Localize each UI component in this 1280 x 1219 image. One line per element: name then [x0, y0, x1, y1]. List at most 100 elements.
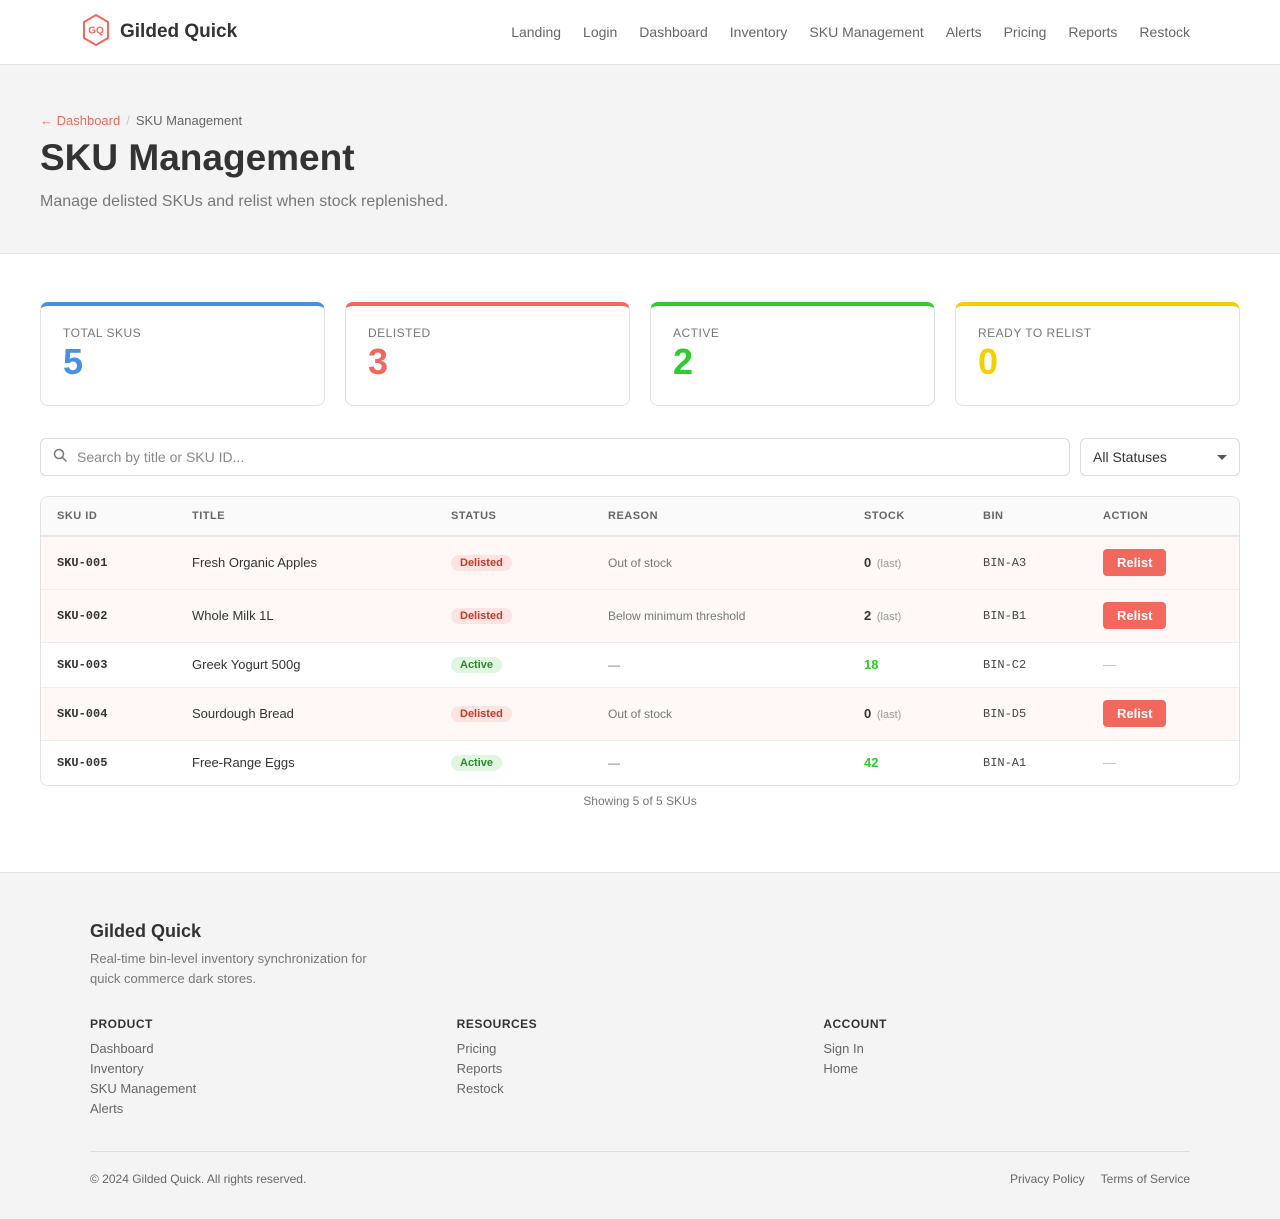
nav-alerts[interactable]: Alerts	[945, 24, 982, 40]
breadcrumb-back-link[interactable]: ← Dashboard	[40, 113, 121, 128]
nav-sku-management[interactable]: SKU Management	[809, 24, 924, 40]
sku-bin: BIN-B1	[967, 589, 1087, 643]
page-subtitle: Manage delisted SKUs and relist when sto…	[40, 193, 449, 210]
stat-label: ACTIVE	[673, 326, 720, 340]
footer-link-inventory[interactable]: Inventory	[90, 1061, 144, 1076]
col-sku-id: SKU ID	[41, 497, 176, 537]
footer-columns: PRODUCT Dashboard Inventory SKU Manageme…	[90, 1017, 1190, 1121]
stat-label: DELISTED	[368, 326, 431, 340]
top-navbar: GQ Gilded Quick Landing Login Dashboard …	[0, 0, 1280, 65]
sku-title: Sourdough Bread	[176, 687, 435, 741]
sku-id: SKU-003	[41, 642, 176, 688]
main-content: TOTAL SKUS 5 DELISTED 3 ACTIVE 2 READY T…	[0, 254, 1280, 873]
col-title: TITLE	[176, 497, 435, 537]
footer-link-home[interactable]: Home	[823, 1061, 859, 1076]
table-row: SKU-003 Greek Yogurt 500g Active — 18 BI…	[41, 642, 1239, 688]
status-filter-select[interactable]: All Statuses	[1080, 438, 1240, 476]
sku-stock: 2 (last)	[848, 589, 967, 643]
no-action: —	[1103, 755, 1116, 771]
stat-value: 5	[63, 341, 84, 382]
sku-id: SKU-002	[41, 589, 176, 643]
footer-link-sku-management[interactable]: SKU Management	[90, 1081, 197, 1096]
table-row: SKU-002 Whole Milk 1L Delisted Below min…	[41, 589, 1239, 643]
nav-pricing[interactable]: Pricing	[1003, 24, 1047, 40]
footer-tagline: Real-time bin-level inventory synchroniz…	[90, 951, 367, 986]
stats-row: TOTAL SKUS 5 DELISTED 3 ACTIVE 2 READY T…	[40, 302, 1240, 406]
nav-reports[interactable]: Reports	[1068, 24, 1118, 40]
nav-landing[interactable]: Landing	[511, 24, 562, 40]
stat-card-active: ACTIVE 2	[650, 302, 935, 406]
col-action: ACTION	[1087, 497, 1239, 537]
status-badge: Delisted	[451, 706, 512, 722]
logo-text: GQ	[88, 25, 104, 36]
sku-reason: —	[608, 755, 620, 770]
stat-label: READY TO RELIST	[978, 326, 1092, 340]
sku-bin: BIN-A1	[983, 755, 1027, 770]
table-row: SKU-001 Fresh Organic Apples Delisted Ou…	[41, 536, 1239, 590]
stock-value: 2	[864, 608, 872, 623]
nav-restock[interactable]: Restock	[1139, 24, 1190, 40]
footer-link-reports[interactable]: Reports	[456, 1061, 503, 1076]
no-action: —	[1087, 642, 1239, 688]
page-header: ← Dashboard / SKU Management SKU Managem…	[0, 65, 1280, 254]
footer-link-sign-in[interactable]: Sign In	[823, 1041, 864, 1056]
sku-title: Free-Range Eggs	[192, 755, 295, 771]
relist-button[interactable]: Relist	[1103, 700, 1167, 727]
stat-value: 3	[368, 341, 389, 382]
stat-label: TOTAL SKUS	[63, 326, 142, 340]
terms-of-service-link[interactable]: Terms of Service	[1100, 1172, 1190, 1186]
sku-title: Greek Yogurt 500g	[176, 642, 435, 688]
footer-bottom: © 2024 Gilded Quick. All rights reserved…	[90, 1151, 1190, 1186]
status-badge: Active	[451, 755, 503, 772]
stock-note: (last)	[876, 558, 902, 571]
nav-login[interactable]: Login	[583, 24, 618, 40]
stock-value: 18	[864, 657, 879, 672]
col-status: STATUS	[435, 497, 592, 537]
sku-title: Whole Milk 1L	[176, 589, 435, 643]
sku-reason: Out of stock	[592, 687, 848, 741]
stock-note: (last)	[876, 611, 902, 623]
relist-button[interactable]: Relist	[1103, 549, 1167, 577]
logo-icon: GQ	[82, 13, 110, 51]
footer-link-alerts[interactable]: Alerts	[90, 1101, 124, 1116]
sku-bin: BIN-C2	[967, 642, 1087, 688]
legal-links: Privacy Policy Terms of Service	[1010, 1172, 1190, 1186]
breadcrumb: ← Dashboard / SKU Management	[40, 113, 1240, 128]
sku-reason: Out of stock	[592, 536, 848, 590]
footer-col-account: ACCOUNT Sign In Home	[823, 1017, 1190, 1121]
sku-id: SKU-005	[57, 755, 108, 770]
nav-inventory[interactable]: Inventory	[729, 24, 788, 40]
relist-button[interactable]: Relist	[1103, 602, 1167, 629]
search-input[interactable]	[77, 449, 1057, 465]
breadcrumb-current: SKU Management	[135, 113, 243, 128]
footer-brand: Gilded Quick	[90, 921, 202, 941]
col-stock: STOCK	[848, 497, 967, 537]
sku-bin: BIN-A3	[967, 536, 1087, 590]
stat-card-total: TOTAL SKUS 5	[40, 302, 325, 406]
footer-link-dashboard[interactable]: Dashboard	[90, 1041, 154, 1056]
sku-reason: —	[592, 642, 848, 688]
sku-reason: Below minimum threshold	[592, 589, 848, 643]
footer-link-pricing[interactable]: Pricing	[456, 1041, 497, 1056]
privacy-policy-link[interactable]: Privacy Policy	[1009, 1172, 1085, 1186]
sku-id: SKU-001	[41, 536, 176, 590]
brand-name: Gilded Quick	[120, 21, 238, 42]
search-icon	[53, 448, 67, 467]
table-row: SKU-005 Free-Range Eggs Active — 42 BIN-…	[41, 740, 1239, 785]
footer: Gilded Quick Real-time bin-level invento…	[0, 873, 1280, 1219]
status-badge: Active	[451, 657, 503, 673]
stat-card-ready-to-relist: READY TO RELIST 0	[955, 302, 1240, 406]
stock-value: 0	[864, 706, 872, 721]
sku-stock: 0 (last)	[848, 536, 967, 590]
brand[interactable]: GQ Gilded Quick	[82, 13, 238, 51]
sku-stock: 42	[848, 740, 967, 785]
status-badge: Delisted	[451, 555, 512, 572]
footer-col-resources: RESOURCES Pricing Reports Restock	[457, 1017, 824, 1121]
footer-link-restock[interactable]: Restock	[456, 1081, 504, 1096]
nav-dashboard[interactable]: Dashboard	[639, 24, 708, 40]
sku-id: SKU-004	[41, 687, 176, 741]
search-box[interactable]	[40, 438, 1070, 476]
footer-col-heading: ACCOUNT	[823, 1017, 887, 1031]
status-filter-value: All Statuses	[1093, 449, 1167, 465]
main-nav: Landing Login Dashboard Inventory SKU Ma…	[511, 24, 1190, 40]
